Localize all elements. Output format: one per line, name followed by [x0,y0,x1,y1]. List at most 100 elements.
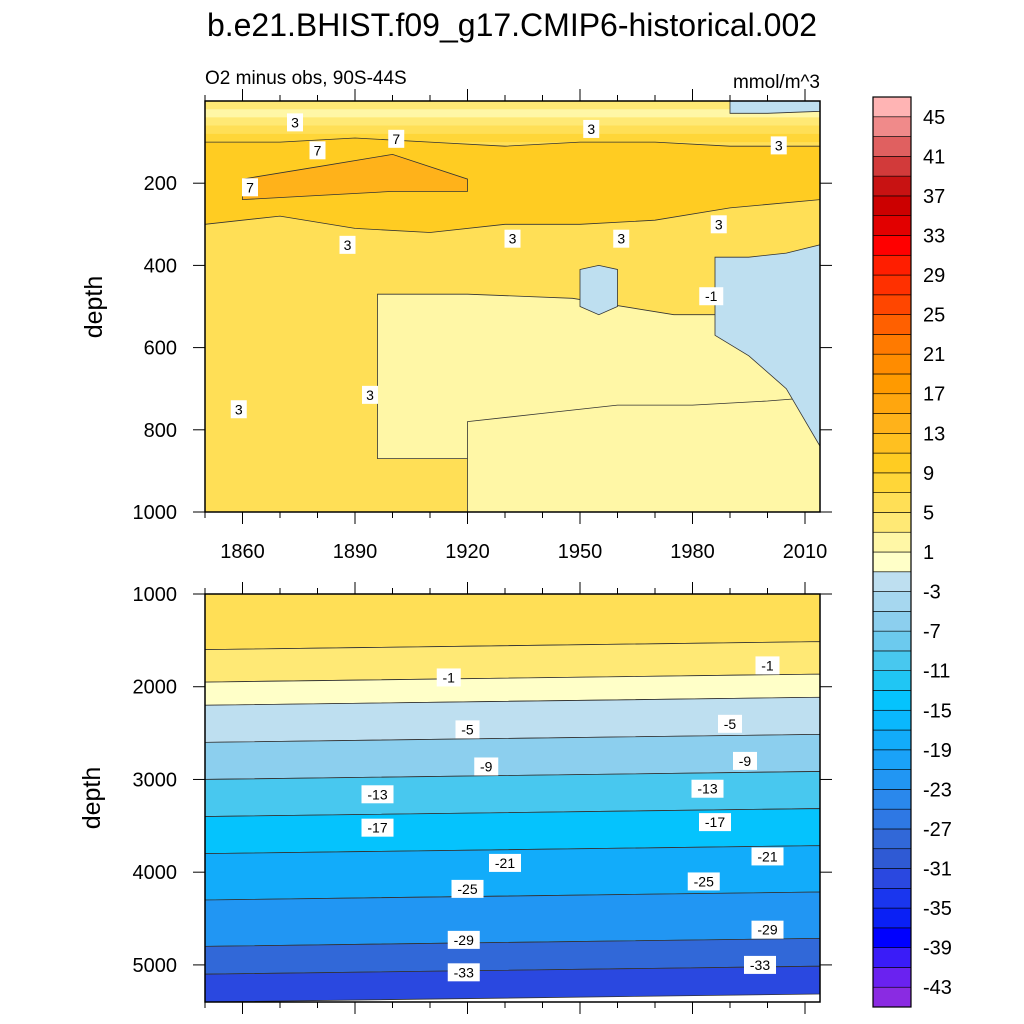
contour-label: -9 [480,758,493,774]
colorbar-cell [872,531,912,553]
colorbar-cell [872,512,912,533]
colorbar-cell [872,334,912,355]
y-tick-label: 600 [144,338,177,360]
contour-region [579,264,618,316]
contour-label-box [388,129,405,148]
contour-label: 3 [366,387,374,403]
upper-axis-ticks: 1860 1890 1920 1950 1980 2010 200 400 600 800 1000 [133,89,832,563]
contour-label: 3 [617,231,625,247]
colorbar-cell [872,986,912,1008]
contour-region [242,153,468,201]
y-tick-label: 1000 [133,584,178,606]
upper-y-axis-label: depth [80,276,108,339]
colorbar-cell [872,433,912,454]
y-tick-label: 2000 [133,677,178,699]
contour-label-box [489,853,521,872]
colorbar: 45 41 37 33 29 25 21 17 13 9 5 1 -3 -7 -11 -15 -19 -23 -27… [872,96,952,1008]
colorbar-label: 41 [923,146,945,168]
contour-label: -1 [761,657,774,673]
colorbar-cell [872,195,912,216]
contour-label-box [755,656,780,675]
contour-label: -33 [750,957,770,973]
contour-label-box [770,136,787,155]
colorbar-label: 17 [923,384,945,406]
contour-label-box [744,955,776,974]
colorbar-label: -7 [923,621,941,643]
contour-band [205,937,820,975]
lower-panel: -1 -1 -5 -5 -9 -9 -13 -13 -17 -17 -21 -21 -25 -25 -29 -… [78,582,832,1014]
colorbar-cell [872,571,912,592]
colorbar-cell [872,136,912,157]
contour-band [205,641,820,683]
colorbar-cell [872,472,912,493]
x-tick-label: 1920 [445,541,490,563]
colorbar-label: 45 [923,107,945,129]
x-tick-label: 1860 [220,541,265,563]
x-tick-label: 2010 [783,541,828,563]
y-tick-label: 800 [144,420,177,442]
y-tick-label: 200 [144,173,177,195]
contour-label: -17 [705,814,725,830]
colorbar-cell [872,769,912,790]
lower-plot-frame [204,593,821,1003]
colorbar-cell [872,868,912,889]
colorbar-label: -27 [923,819,952,841]
colorbar-label: 29 [923,265,945,287]
colorbar-cell [872,888,912,909]
contour-label: -29 [454,932,474,948]
contour-label: -5 [724,716,737,732]
contour-label-box [447,963,480,982]
colorbar-cell [872,393,912,414]
contour-label: 3 [715,216,723,232]
colorbar-cell [872,353,912,375]
upper-plot-frame [204,100,821,513]
contour-band [205,125,820,134]
colorbar-cell [872,789,912,810]
colorbar-cell [872,729,912,751]
contour-label: -5 [461,721,474,737]
colorbar-cell [872,947,912,968]
colorbar-cell [872,749,912,770]
contour-label: 3 [344,237,352,253]
contour-label-box [287,113,303,132]
colorbar-cell [872,650,912,671]
contour-label: -1 [705,288,718,304]
contour-band [205,109,820,118]
contour-band [205,733,820,780]
colorbar-cell [872,274,912,296]
contour-label-box [361,785,394,804]
contour-label: -9 [739,753,752,769]
colorbar-cell [872,96,912,118]
colorbar-cell [872,848,912,869]
lower-axis-ticks: 1000 2000 3000 4000 5000 [133,582,832,1014]
colorbar-cell [872,690,912,711]
contour-band [205,808,820,855]
contour-label: -17 [367,820,387,836]
colorbar-label: 37 [923,186,945,208]
contour-label: 3 [587,121,595,137]
contour-label-box [455,720,480,739]
contour-label: -29 [757,922,777,938]
contour-label: 3 [775,137,783,153]
x-tick-label: 1890 [333,541,378,563]
contour-region [729,101,820,114]
y-tick-label: 4000 [133,862,178,884]
contour-label: -33 [454,964,474,980]
colorbar-cell [872,254,912,276]
contour-band [205,965,820,1002]
contour-label-box [309,141,326,160]
subtitle-left: O2 minus obs, 90S-44S [205,68,407,89]
contour-band [205,117,820,126]
colorbar-cell [872,808,912,830]
contour-label: 3 [291,114,299,130]
contour-label-box [583,119,600,138]
y-tick-label: 5000 [133,955,178,977]
colorbar-cell [872,927,912,948]
colorbar-cell [872,551,912,573]
colorbar-label: -39 [923,938,952,960]
lower-contour-labels: -1 -1 -5 -5 -9 -9 -13 -13 -17 -17 -21 -21 -25 -25 -29 -… [361,656,784,982]
contour-label-box [242,178,258,197]
y-tick-label: 1000 [133,502,178,524]
colorbar-label: 33 [923,225,945,247]
